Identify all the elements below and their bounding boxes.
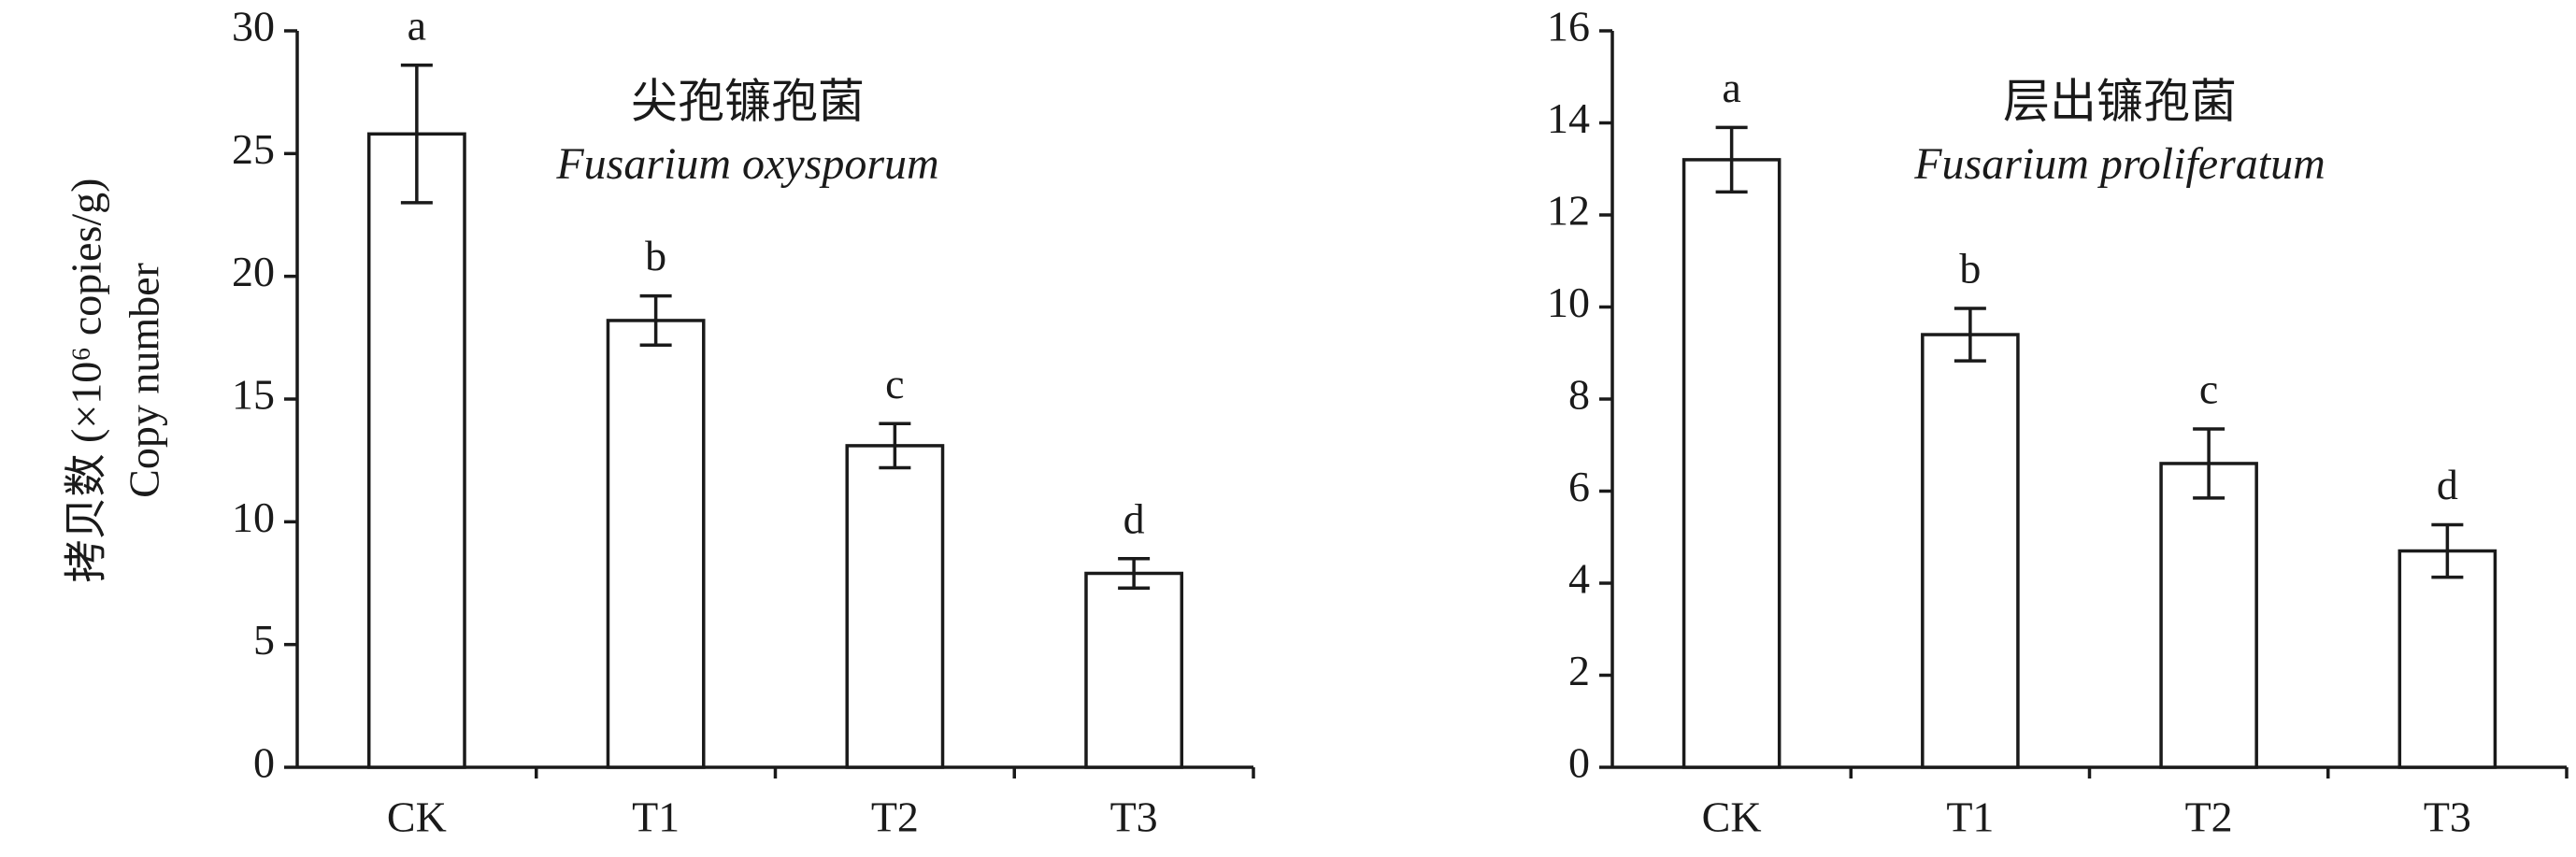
y-tick-label: 30	[232, 3, 275, 50]
error-bar	[1715, 125, 1748, 194]
y-tick-label: 15	[232, 371, 275, 419]
y-tick-label: 10	[1547, 279, 1590, 326]
y-tick-label: 5	[253, 616, 275, 664]
error-bar	[1118, 556, 1151, 591]
bar	[1921, 333, 2020, 769]
y-tick-label: 10	[232, 493, 275, 541]
y-tick-label: 8	[1568, 371, 1590, 419]
y-axis-label: 拷贝数 (×10⁶ copies/g)	[63, 179, 110, 583]
significance-label: d	[2437, 461, 2458, 508]
significance-label: c	[885, 360, 904, 407]
error-bar	[639, 293, 672, 347]
x-tick-label: T3	[2424, 793, 2471, 841]
bar	[1084, 571, 1184, 769]
x-tick-label: T2	[871, 793, 919, 841]
y-tick-label: 20	[232, 248, 275, 295]
significance-label: c	[2199, 365, 2218, 413]
y-tick-label: 16	[1547, 3, 1590, 50]
y-tick-label: 2	[1568, 647, 1590, 694]
error-bar	[879, 421, 911, 470]
bar	[2397, 549, 2497, 769]
x-tick-label: T1	[632, 793, 680, 841]
y-tick-label: 14	[1547, 94, 1590, 142]
significance-label: a	[1722, 64, 1740, 111]
bar	[366, 132, 466, 769]
bar	[1682, 158, 1782, 769]
error-bar	[2431, 522, 2464, 579]
x-tick-label: CK	[387, 793, 447, 841]
error-bar	[400, 64, 433, 205]
x-tick-label: T3	[1110, 793, 1158, 841]
error-bar	[2193, 427, 2225, 500]
y-axis-label: Copy number	[121, 263, 168, 498]
chart-title: 层出镰孢菌	[2003, 75, 2237, 127]
chart-title: 尖孢镰孢菌	[631, 75, 865, 127]
significance-label: b	[645, 232, 666, 279]
y-tick-label: 25	[232, 125, 275, 173]
chart-subtitle: Fusarium oxysporum	[555, 139, 938, 189]
x-tick-label: CK	[1702, 793, 1762, 841]
chart-subtitle: Fusarium proliferatum	[1913, 139, 2326, 189]
error-bar	[1953, 307, 1986, 363]
y-tick-label: 12	[1547, 187, 1590, 235]
bar	[606, 319, 706, 769]
y-tick-label: 0	[1568, 739, 1590, 787]
x-tick-label: T2	[2185, 793, 2233, 841]
y-tick-label: 0	[253, 739, 275, 787]
significance-label: a	[408, 1, 426, 49]
significance-label: d	[1123, 494, 1145, 542]
y-tick-label: 4	[1568, 555, 1590, 603]
significance-label: b	[1959, 245, 1981, 293]
bar	[2159, 462, 2258, 769]
bar	[845, 444, 945, 769]
y-tick-label: 6	[1568, 463, 1590, 510]
x-tick-label: T1	[1946, 793, 1994, 841]
